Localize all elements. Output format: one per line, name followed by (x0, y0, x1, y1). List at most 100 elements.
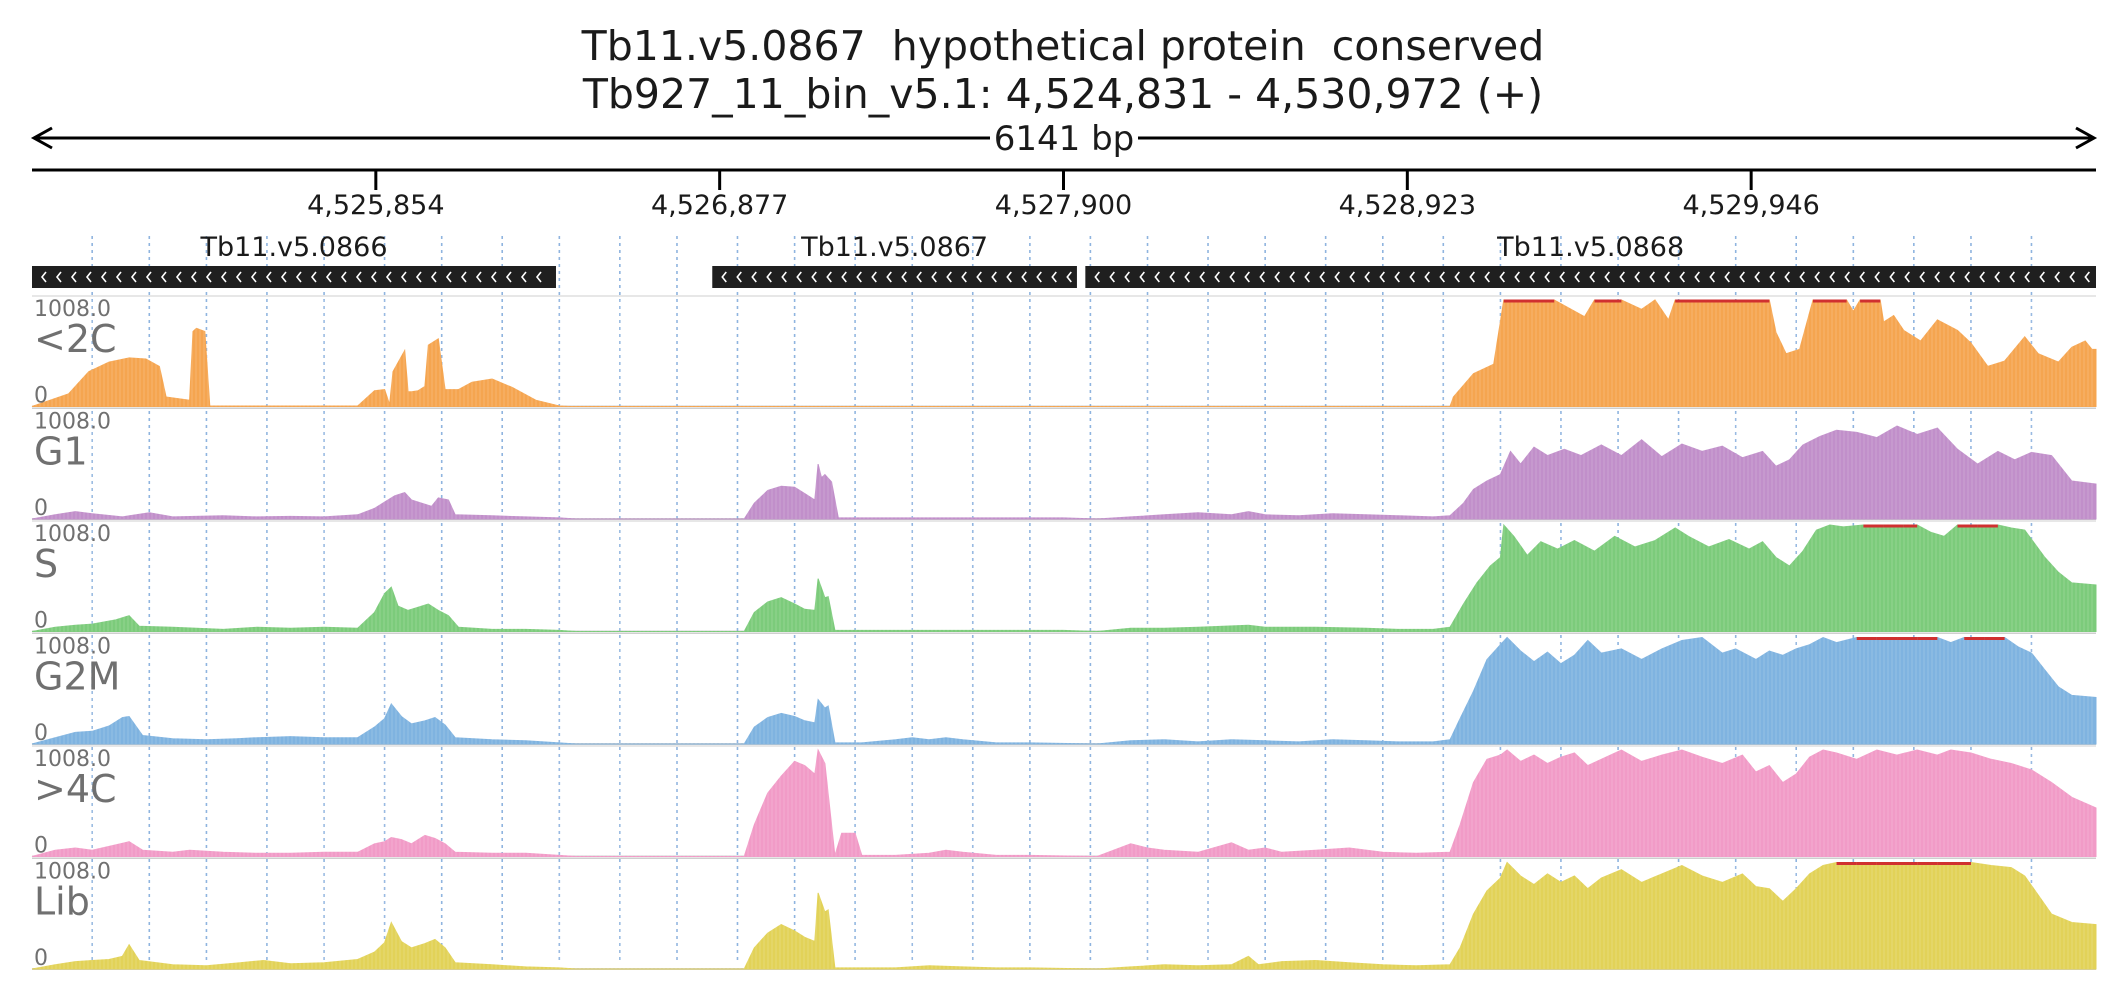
track-name-label: S (34, 542, 58, 586)
strand-arrow-icon (1859, 271, 1865, 283)
strand-arrow-icon (1394, 271, 1400, 283)
ytick-min-label: 0 (34, 834, 48, 859)
strand-arrow-icon (796, 271, 802, 283)
ytick-max-label: 1008.0 (34, 860, 111, 885)
ytick-min-label: 0 (34, 609, 48, 634)
strand-arrow-icon (1664, 271, 1670, 283)
strand-arrow-icon (1904, 271, 1910, 283)
coverage-bar-texture (31, 750, 2093, 857)
strand-arrow-icon (1649, 271, 1655, 283)
strand-arrow-icon (1514, 271, 1520, 283)
strand-arrow-icon (2084, 271, 2090, 283)
strand-arrow-icon (130, 271, 137, 283)
strand-arrow-icon (1934, 271, 1940, 283)
ytick-max-label: 1008.0 (34, 297, 111, 322)
strand-arrow-icon (1139, 271, 1145, 283)
coverage-track: 1008.0 0 >4C (31, 745, 2097, 859)
strand-arrow-icon (1214, 271, 1220, 283)
strand-arrow-icon (1439, 271, 1445, 283)
strand-arrow-icon (1184, 271, 1190, 283)
strand-arrow-icon (1679, 271, 1685, 283)
gene-bar (32, 266, 556, 288)
coverage-area (31, 299, 2097, 407)
strand-arrow-icon (475, 271, 482, 283)
strand-arrow-icon (2069, 271, 2075, 283)
strand-arrow-icon (916, 271, 922, 283)
strand-arrow-icon (1066, 271, 1072, 283)
gene-label: Tb11.v5.0866 (199, 232, 387, 263)
ytick-min-label: 0 (34, 946, 48, 971)
strand-arrow-icon (1559, 271, 1565, 283)
strand-arrow-icon (340, 271, 347, 283)
strand-arrow-icon (220, 271, 227, 283)
strand-arrow-icon (1169, 271, 1175, 283)
strand-arrow-icon (1021, 271, 1027, 283)
strand-arrow-icon (1454, 271, 1460, 283)
strand-arrow-icon (250, 271, 257, 283)
strand-arrow-icon (430, 271, 437, 283)
axis-tick-label: 4,527,900 (995, 190, 1132, 221)
coverage-track: 1008.0 0 <2C (31, 295, 2097, 409)
strand-arrow-icon (235, 271, 242, 283)
strand-arrow-icon (1604, 271, 1610, 283)
strand-arrow-icon (85, 271, 92, 283)
axis-tick-label: 4,529,946 (1682, 190, 1819, 221)
strand-arrow-icon (1484, 271, 1490, 283)
strand-arrow-icon (145, 271, 152, 283)
strand-arrow-icon (961, 271, 967, 283)
strand-arrow-icon (535, 271, 542, 283)
strand-arrow-icon (1499, 271, 1505, 283)
strand-arrow-icon (1919, 271, 1925, 283)
strand-arrow-icon (1964, 271, 1970, 283)
strand-arrow-icon (1109, 271, 1115, 283)
gene-strand-arrows (40, 271, 542, 283)
strand-arrow-icon (811, 271, 817, 283)
span-arrow-left-icon (30, 126, 53, 150)
ytick-min-label: 0 (34, 721, 48, 746)
strand-arrow-icon (1154, 271, 1160, 283)
axis-tick-label: 4,528,923 (1339, 190, 1476, 221)
strand-arrow-icon (1739, 271, 1745, 283)
strand-arrow-icon (1694, 271, 1700, 283)
strand-arrow-icon (1409, 271, 1415, 283)
strand-arrow-icon (751, 271, 757, 283)
strand-arrow-icon (1829, 271, 1835, 283)
span-arrow-right-icon (2075, 126, 2098, 150)
strand-arrow-icon (2039, 271, 2045, 283)
coverage-area (31, 748, 2097, 858)
ytick-min-label: 0 (34, 496, 48, 521)
strand-arrow-icon (1574, 271, 1580, 283)
strand-arrow-icon (1949, 271, 1955, 283)
strand-arrow-icon (1799, 271, 1805, 283)
track-name-label: G1 (34, 430, 88, 474)
gene-strand-arrows (1094, 271, 2090, 283)
strand-arrow-icon (1349, 271, 1355, 283)
chart-title-region: Tb927_11_bin_v5.1: 4,524,831 - 4,530,972… (582, 70, 1544, 118)
span-length-label: 6141 bp (994, 119, 1135, 159)
coverage-area (31, 425, 2097, 520)
track-name-label: >4C (34, 767, 117, 811)
ytick-max-label: 1008.0 (34, 747, 111, 772)
strand-arrow-icon (40, 271, 47, 283)
strand-arrow-icon (1364, 271, 1370, 283)
strand-arrow-icon (736, 271, 742, 283)
strand-arrow-icon (1036, 271, 1042, 283)
strand-arrow-icon (370, 271, 377, 283)
strand-arrow-icon (490, 271, 497, 283)
gene-strand-arrows (721, 271, 1072, 283)
strand-arrow-icon (1874, 271, 1880, 283)
axis-tick-label: 4,526,877 (651, 190, 788, 221)
strand-arrow-icon (1769, 271, 1775, 283)
strand-arrow-icon (826, 271, 832, 283)
strand-arrow-icon (355, 271, 362, 283)
strand-arrow-icon (325, 271, 332, 283)
strand-arrow-icon (766, 271, 772, 283)
strand-arrow-icon (1994, 271, 2000, 283)
strand-arrow-icon (205, 271, 212, 283)
strand-arrow-icon (1709, 271, 1715, 283)
strand-arrow-icon (400, 271, 407, 283)
strand-arrow-icon (1244, 271, 1250, 283)
strand-arrow-icon (1889, 271, 1895, 283)
strand-arrow-icon (781, 271, 787, 283)
strand-arrow-icon (1274, 271, 1280, 283)
